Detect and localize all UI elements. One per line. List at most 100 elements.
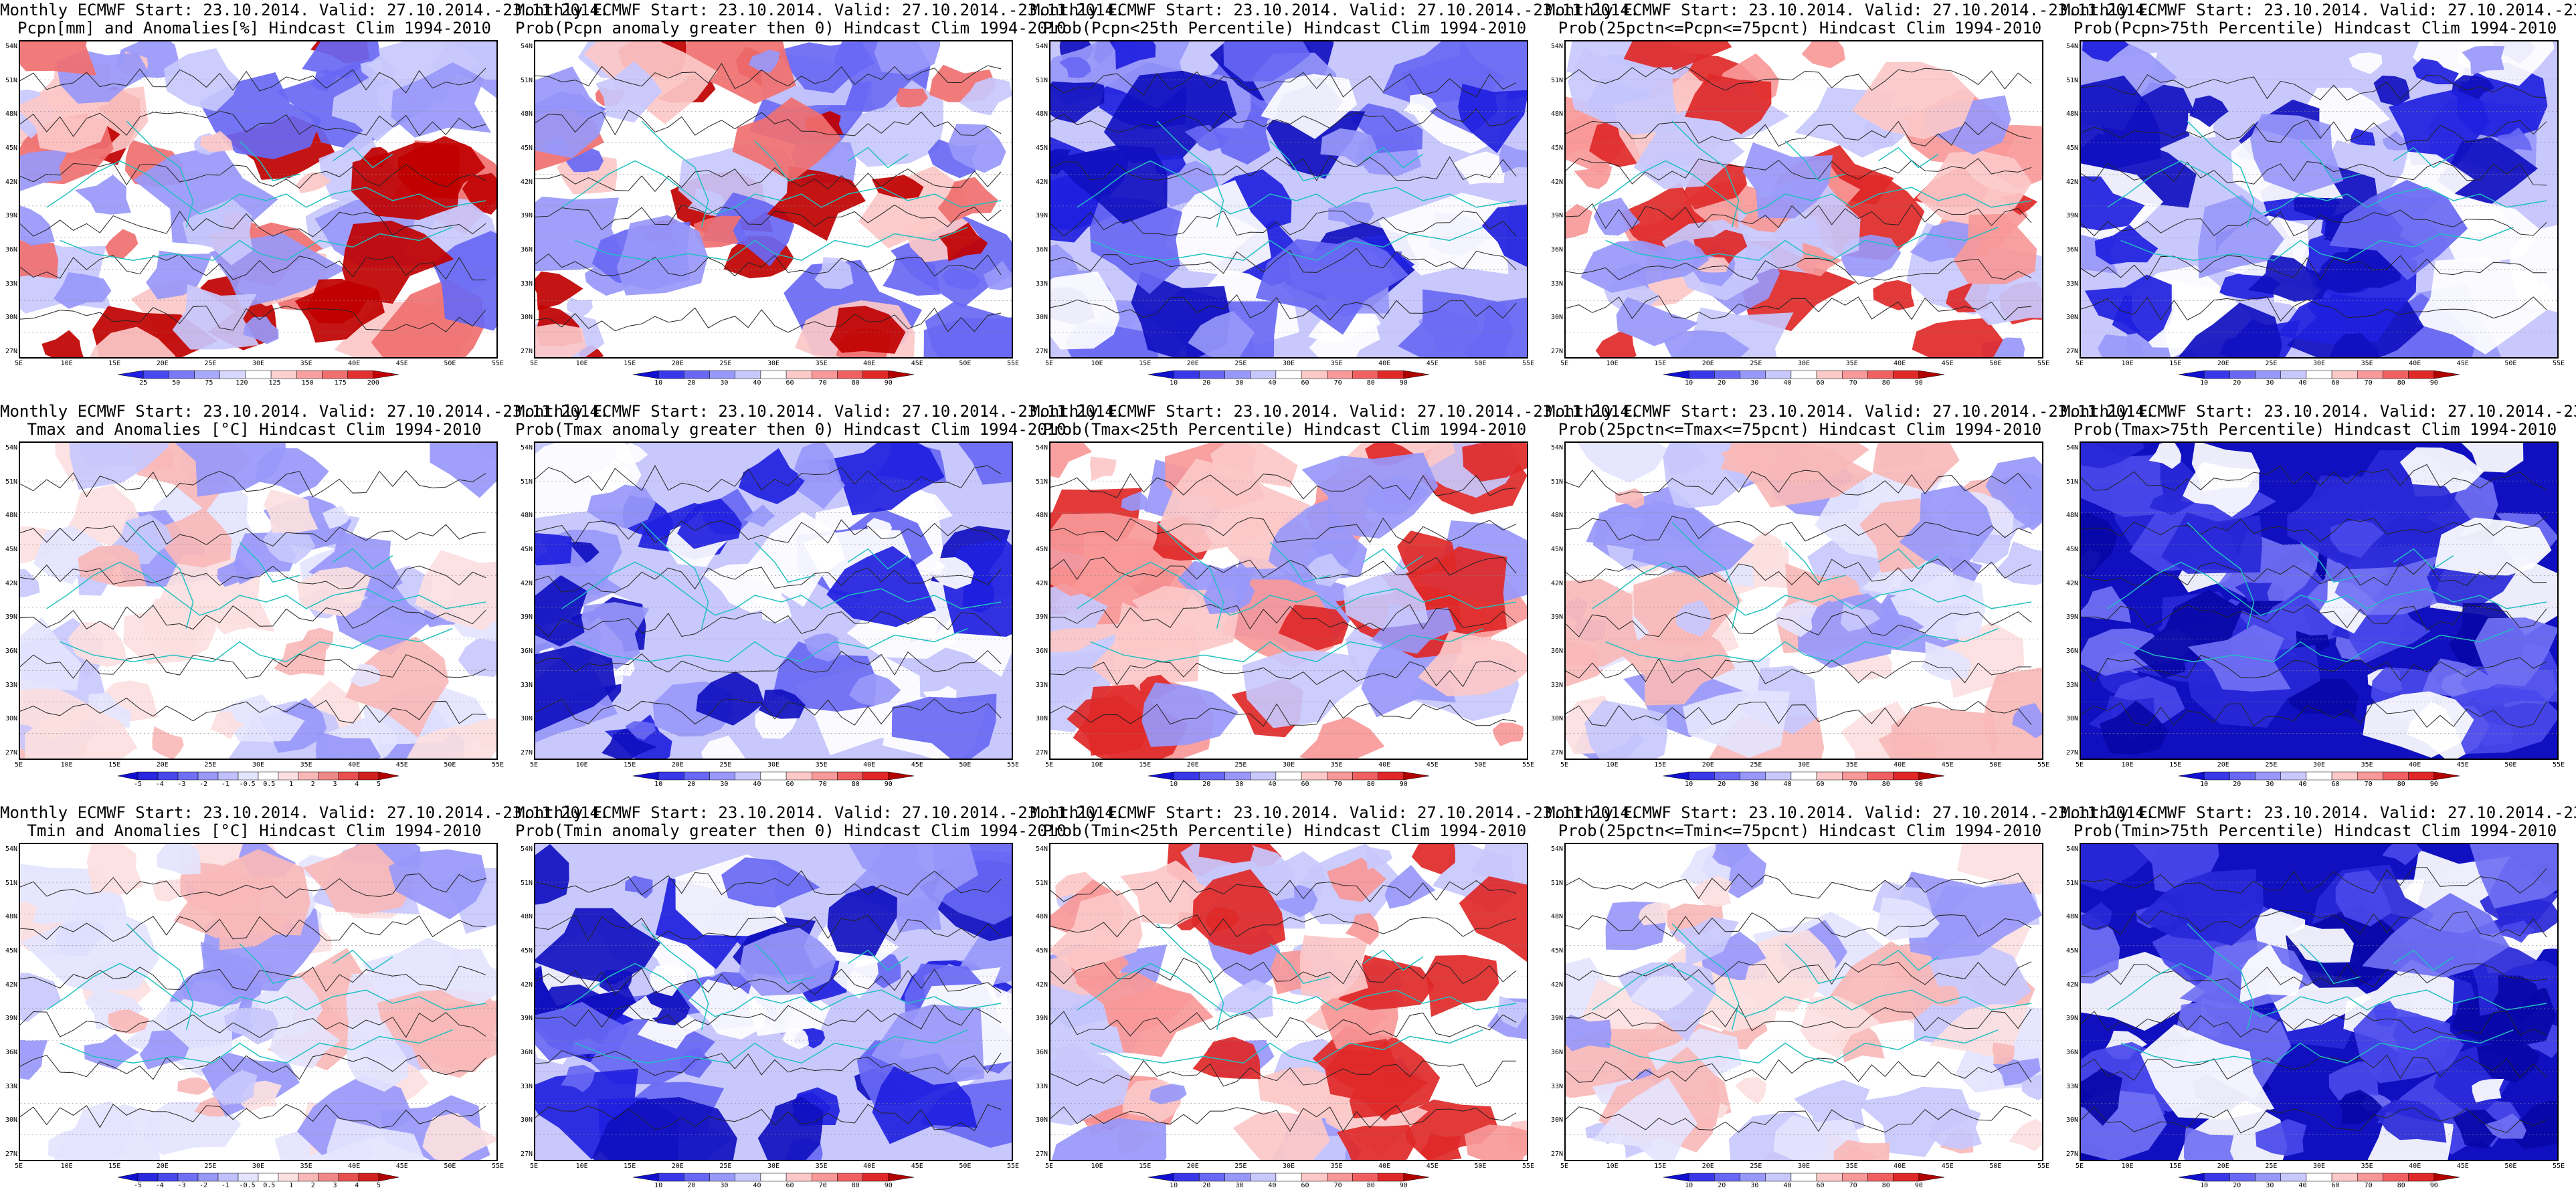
colorbar-swatch — [1663, 370, 1689, 379]
latitude-tick: 42N — [5, 981, 17, 989]
latitude-tick: 36N — [2065, 1049, 2078, 1056]
longitude-tick: 25E — [204, 360, 217, 367]
longitude-tick: 20E — [1186, 1163, 1199, 1170]
panel-title: Monthly ECMWF Start: 23.10.2014. Valid: … — [1030, 402, 1640, 421]
latitude-tick: 30N — [5, 715, 17, 723]
panel-subtitle: Prob(Pcpn>75th Percentile) Hindcast Clim… — [2073, 19, 2557, 37]
colorbar-tick: 1 — [289, 781, 294, 788]
latitude-tick: 48N — [1035, 512, 1048, 520]
colorbar-tick: 60 — [1816, 781, 1825, 788]
colorbar — [632, 771, 915, 781]
colorbar — [632, 1173, 915, 1182]
latitude-tick: 27N — [5, 749, 17, 757]
latitude-tick: 51N — [1035, 76, 1048, 84]
colorbar-swatch — [338, 1173, 359, 1182]
colorbar-swatch — [2229, 771, 2256, 781]
latitude-tick: 36N — [5, 647, 17, 655]
forecast-map — [19, 40, 498, 359]
latitude-tick: 33N — [1035, 681, 1048, 689]
colorbar-tick: 20 — [687, 379, 696, 387]
colorbar-tick: -1 — [221, 781, 229, 788]
latitude-tick: 54N — [1550, 845, 1563, 853]
longitude-tick: 55E — [2037, 360, 2050, 367]
longitude-tick: 15E — [624, 761, 636, 769]
colorbar-tick: 40 — [2298, 1182, 2307, 1189]
latitude-tick: 42N — [1550, 178, 1563, 186]
forecast-map — [2080, 40, 2559, 359]
colorbar-swatch — [888, 370, 915, 379]
latitude-tick: 39N — [1035, 212, 1048, 220]
colorbar-swatch — [1663, 771, 1689, 781]
longitude-tick: 45E — [1941, 1163, 1954, 1170]
forecast-map — [1049, 40, 1528, 359]
longitude-tick: 10E — [2121, 761, 2134, 769]
colorbar-tick: 70 — [818, 1182, 827, 1189]
colorbar-swatch — [1378, 370, 1404, 379]
colorbar — [1663, 370, 1945, 379]
colorbar-swatch — [143, 370, 169, 379]
longitude-tick: 15E — [2169, 360, 2182, 367]
longitude-tick: 15E — [624, 360, 636, 367]
colorbar-tick: 20 — [1202, 1182, 1211, 1189]
colorbar-tick: 90 — [1914, 1182, 1923, 1189]
map-panel: Monthly ECMWF Start: 23.10.2014. Valid: … — [2061, 401, 2576, 803]
longitude-tick: 45E — [395, 1163, 408, 1170]
colorbar — [117, 1173, 399, 1182]
longitude-tick: 50E — [959, 1163, 972, 1170]
forecast-map — [534, 843, 1013, 1161]
colorbar-swatch — [298, 1173, 319, 1182]
colorbar-tick: 60 — [1301, 781, 1309, 788]
latitude-tick: 54N — [1035, 444, 1048, 452]
colorbar-swatch — [2280, 1173, 2307, 1182]
latitude-tick: 27N — [1550, 749, 1563, 757]
colorbar-tick: 60 — [1301, 379, 1309, 387]
longitude-tick: 50E — [959, 360, 972, 367]
map-panel: Monthly ECMWF Start: 23.10.2014. Valid: … — [1546, 0, 2154, 401]
colorbar-swatch — [2280, 771, 2307, 781]
longitude-tick: 55E — [1522, 360, 1535, 367]
colorbar-swatch — [2331, 1173, 2358, 1182]
colorbar-swatch — [1199, 1173, 1225, 1182]
longitude-tick: 25E — [1750, 360, 1762, 367]
latitude-tick: 30N — [520, 314, 533, 322]
latitude-tick: 42N — [1550, 579, 1563, 587]
map-panel: Monthly ECMWF Start: 23.10.2014. Valid: … — [515, 0, 1124, 401]
latitude-tick: 51N — [520, 76, 533, 84]
colorbar-tick: 40 — [2298, 781, 2307, 788]
colorbar-swatch — [2383, 370, 2409, 379]
longitude-tick: 40E — [1378, 360, 1391, 367]
colorbar-tick: 40 — [1268, 1182, 1277, 1189]
longitude-tick: 5E — [1044, 1163, 1054, 1170]
colorbar-swatch — [245, 370, 272, 379]
longitude-tick: 20E — [156, 761, 169, 769]
colorbar-swatch — [1199, 370, 1225, 379]
colorbar-tick: 20 — [2233, 781, 2241, 788]
longitude-tick: 10E — [1091, 360, 1103, 367]
colorbar-swatch — [1301, 771, 1327, 781]
latitude-tick: 30N — [1035, 314, 1048, 322]
colorbar-swatch — [1918, 1173, 1945, 1182]
longitude-tick: 30E — [2312, 360, 2326, 367]
latitude-tick: 27N — [1035, 749, 1048, 757]
latitude-tick: 36N — [1035, 246, 1048, 254]
latitude-tick: 45N — [1550, 947, 1563, 955]
latitude-tick: 36N — [1550, 647, 1563, 655]
colorbar-swatch — [1688, 1173, 1715, 1182]
colorbar-swatch — [735, 771, 761, 781]
colorbar-swatch — [760, 370, 787, 379]
panel-subtitle: Prob(Tmin<25th Percentile) Hindcast Clim… — [1042, 821, 1527, 840]
colorbar-swatch — [888, 771, 915, 781]
colorbar-tick: 10 — [1170, 781, 1178, 788]
latitude-tick: 36N — [520, 1049, 533, 1056]
latitude-tick: 42N — [520, 579, 533, 587]
colorbar-tick: 60 — [786, 379, 794, 387]
longitude-tick: 30E — [252, 360, 265, 367]
longitude-tick: 20E — [671, 761, 684, 769]
longitude-tick: 20E — [156, 1163, 169, 1170]
map-panel: Monthly ECMWF Start: 23.10.2014. Valid: … — [1030, 401, 1640, 803]
colorbar-tick: 90 — [884, 1182, 893, 1189]
colorbar-swatch — [1790, 370, 1817, 379]
latitude-tick: 39N — [520, 212, 533, 220]
colorbar-tick: -3 — [177, 781, 186, 788]
panel-subtitle: Prob(Pcpn anomaly greater then 0) Hindca… — [515, 19, 1067, 37]
